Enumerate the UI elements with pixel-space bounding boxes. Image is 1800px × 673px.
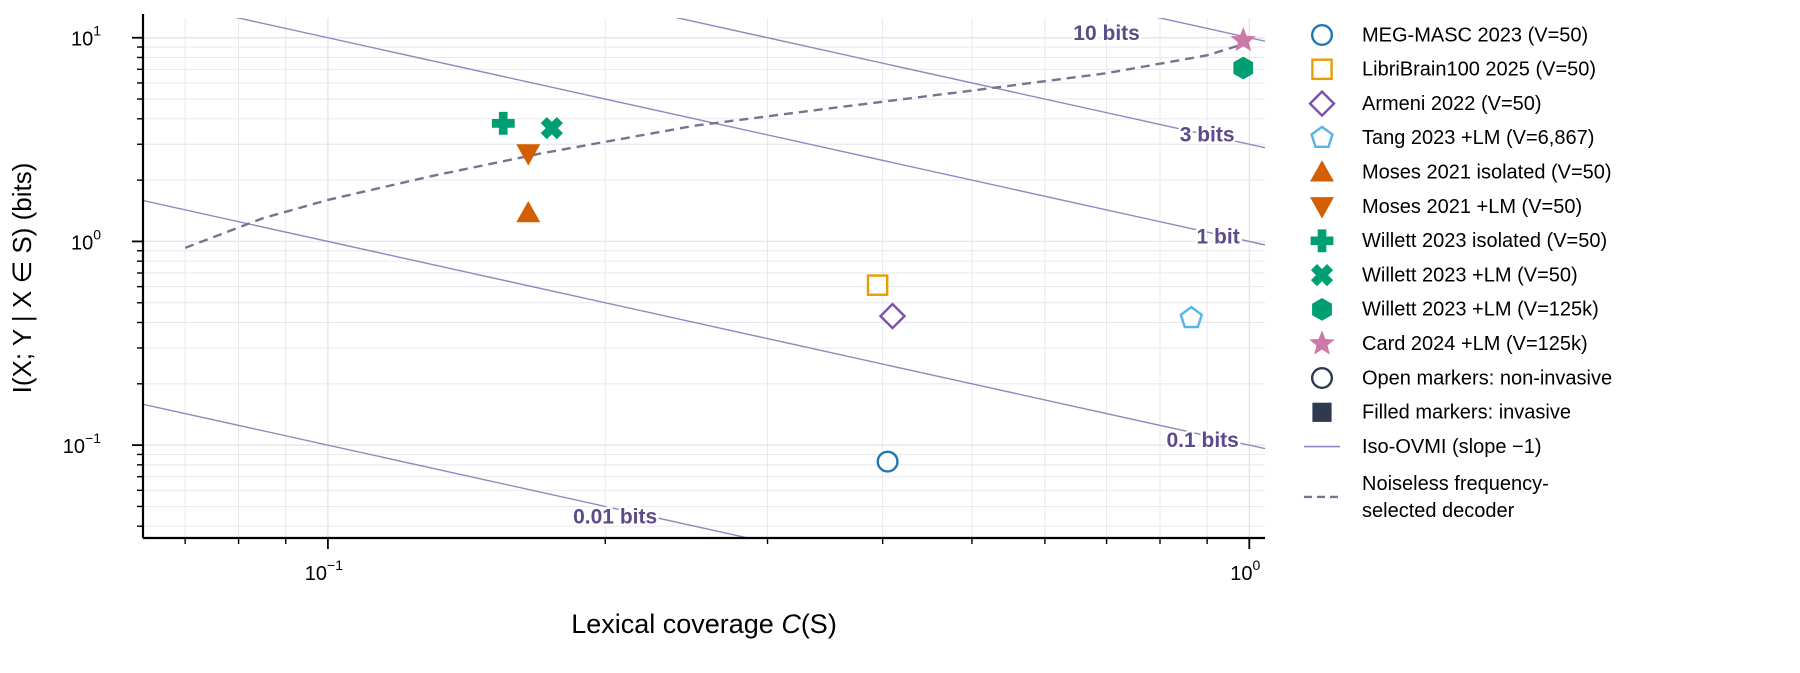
legend-marker-x [1310, 264, 1334, 287]
marker-pentagon [1179, 305, 1204, 329]
legend-label: Willett 2023 isolated (V=50) [1362, 230, 1607, 252]
legend-item: MEG-MASC 2023 (V=50) [1310, 23, 1588, 47]
marker-star [1230, 27, 1256, 52]
legend-marker-square [1312, 402, 1332, 422]
legend-item: LibriBrain100 2025 (V=50) [1311, 58, 1596, 81]
legend-label: Card 2024 +LM (V=125k) [1362, 333, 1588, 355]
legend-item: Open markers: non-invasive [1310, 366, 1612, 390]
legend-label: LibriBrain100 2025 (V=50) [1362, 59, 1596, 81]
data-point [876, 450, 899, 473]
legend-item: Iso-OVMI (slope −1) [1304, 436, 1542, 458]
legend-marker-hexagon [1312, 298, 1332, 321]
legend-item: Noiseless frequency-selected decoder [1304, 473, 1549, 522]
data-point [1179, 305, 1204, 329]
legend: MEG-MASC 2023 (V=50) LibriBrain100 2025 (… [1304, 23, 1612, 522]
y-tick-label: 101 [71, 23, 101, 51]
iso-ovmi-lines [143, 18, 1265, 538]
marker-triangle-up [516, 200, 541, 223]
legend-item: Armeni 2022 (V=50) [1308, 89, 1542, 118]
legend-item: Willett 2023 isolated (V=50) [1310, 229, 1607, 253]
marker-plus [491, 111, 515, 135]
marker-triangle-down [516, 144, 541, 166]
legend-marker-circle [1310, 366, 1334, 390]
axes: 10−1 100 10−1 100 101 Lexical coverage C(S) I(… [7, 14, 1265, 639]
marker-square [866, 274, 889, 296]
iso-line [143, 403, 752, 538]
grid [143, 18, 1265, 538]
iso-line-label: 0.01 bits [573, 505, 657, 528]
legend-label: Iso-OVMI (slope −1) [1362, 436, 1542, 458]
legend-label: Willett 2023 +LM (V=125k) [1362, 299, 1599, 321]
y-axis-label: I(X; Y | X ∈ S) (bits) [7, 163, 37, 394]
data-point [878, 302, 907, 330]
y-tick-label: 10−1 [63, 430, 101, 458]
data-point [516, 200, 541, 223]
iso-line [143, 199, 1265, 450]
legend-item: Moses 2021 +LM (V=50) [1310, 196, 1582, 219]
legend-label-line: Noiseless frequency- [1362, 473, 1549, 495]
legend-item: Willett 2023 +LM (V=125k) [1312, 298, 1599, 321]
legend-marker-pentagon [1310, 125, 1334, 149]
data-point [491, 111, 515, 135]
iso-line-label: 10 bits [1073, 22, 1140, 45]
noiseless-curve [184, 43, 1244, 250]
legend-item: Tang 2023 +LM (V=6,867) [1310, 125, 1594, 149]
x-axis-label: Lexical coverage C(S) [571, 609, 837, 639]
legend-marker-triangle-up [1310, 160, 1334, 182]
iso-line-label: 0.1 bits [1166, 429, 1238, 452]
legend-label: Armeni 2022 (V=50) [1362, 93, 1542, 115]
legend-label: MEG-MASC 2023 (V=50) [1362, 24, 1588, 46]
legend-label: Moses 2021 +LM (V=50) [1362, 196, 1582, 218]
data-point [866, 274, 889, 296]
legend-item: Card 2024 +LM (V=125k) [1309, 330, 1588, 355]
legend-marker-diamond [1308, 89, 1336, 118]
legend-label: Tang 2023 +LM (V=6,867) [1362, 127, 1594, 149]
iso-line-label: 3 bits [1180, 123, 1235, 146]
legend-item: Willett 2023 +LM (V=50) [1310, 264, 1578, 287]
legend-marker-square [1311, 58, 1333, 81]
legend-label: Filled markers: invasive [1362, 402, 1571, 424]
marker-diamond [878, 302, 907, 330]
legend-marker-star [1309, 330, 1335, 355]
legend-marker-triangle-down [1310, 197, 1334, 219]
data-point [1233, 56, 1254, 80]
legend-label: Open markers: non-invasive [1362, 367, 1612, 389]
legend-item: Moses 2021 isolated (V=50) [1310, 160, 1612, 183]
data-point [1230, 27, 1256, 52]
iso-line-label: 1 bit [1197, 226, 1240, 249]
legend-label: Moses 2021 isolated (V=50) [1362, 161, 1612, 183]
y-tick-label: 100 [71, 226, 101, 254]
marker-circle [876, 450, 899, 473]
x-tick-label: 10−1 [305, 557, 343, 585]
iso-line [235, 18, 1265, 246]
data-point [540, 117, 563, 140]
marker-hexagon [1233, 56, 1254, 80]
legend-item: Filled markers: invasive [1312, 402, 1571, 424]
noiseless-curve-line [184, 43, 1244, 250]
iso-line [674, 18, 1265, 149]
marker-x [540, 117, 563, 140]
legend-label: Willett 2023 +LM (V=50) [1362, 264, 1578, 286]
legend-label-line: selected decoder [1362, 500, 1515, 522]
x-tick-label: 100 [1230, 557, 1260, 585]
legend-marker-circle [1310, 23, 1334, 47]
legend-marker-plus [1310, 229, 1334, 253]
data-point [516, 144, 541, 166]
data-points [491, 27, 1256, 473]
